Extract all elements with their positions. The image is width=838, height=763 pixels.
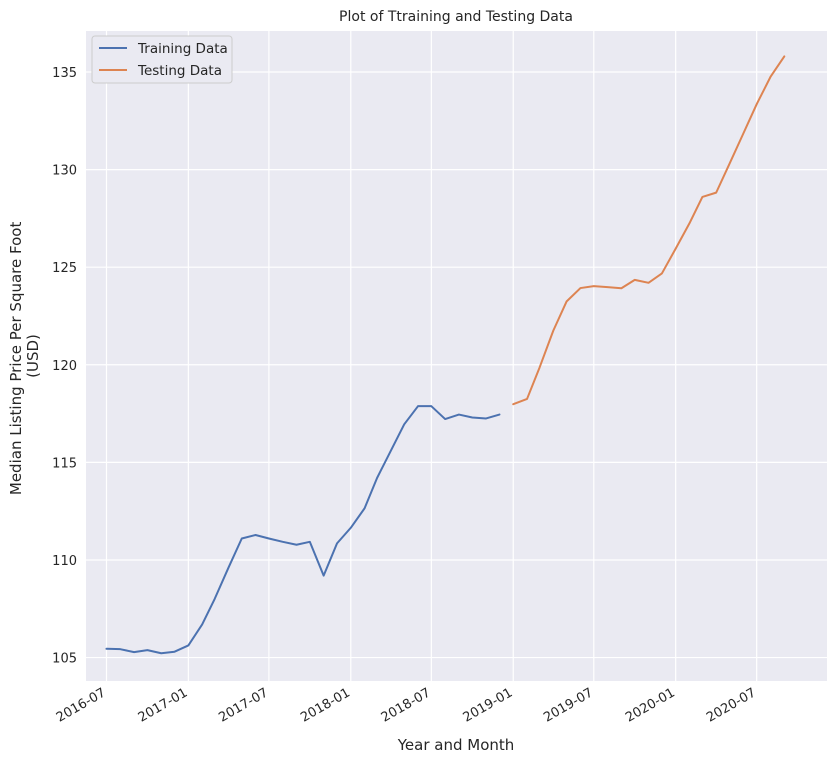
x-tick-label: 2017-01 [136,685,191,725]
y-axis-ticks: 105 110 115 120 125 130 135 [52,66,77,667]
series-line-testing [512,55,786,406]
y-axis-label: Median Listing Price Per Square Foot (US… [7,217,42,495]
legend-label-testing: Testing Data [137,63,222,79]
grid-lines [86,31,827,681]
y-tick-label: 130 [52,164,77,179]
series-line-training [105,405,501,655]
x-axis-ticks: 2016-07 2017-01 2017-07 2018-01 2018-07 2019-… [54,685,759,725]
x-tick-label: 2019-01 [461,685,516,725]
x-tick-label: 2016-07 [54,685,109,725]
x-tick-label: 2019-07 [541,685,596,725]
x-axis-label: Year and Month [397,736,515,754]
y-axis-label-line-1: Median Listing Price Per Square Foot [7,222,25,496]
plot-area [86,31,827,681]
y-tick-label: 125 [52,261,77,276]
x-tick-label: 2020-07 [704,685,759,725]
chart-title: Plot of Ttraining and Testing Data [339,9,573,25]
x-tick-label: 2018-01 [298,685,353,725]
y-tick-label: 135 [52,66,77,81]
y-tick-label: 115 [52,456,77,471]
series-layer [105,55,786,655]
y-axis-label-line-2: (USD) [24,334,42,378]
legend: Training Data Testing Data [91,35,233,84]
legend-label-training: Training Data [137,41,228,57]
y-tick-label: 120 [52,359,77,374]
x-tick-label: 2018-07 [379,685,434,725]
y-tick-label: 110 [52,554,77,569]
x-tick-label: 2020-01 [623,685,678,725]
x-tick-label: 2017-07 [216,685,271,725]
y-tick-label: 105 [52,652,77,667]
